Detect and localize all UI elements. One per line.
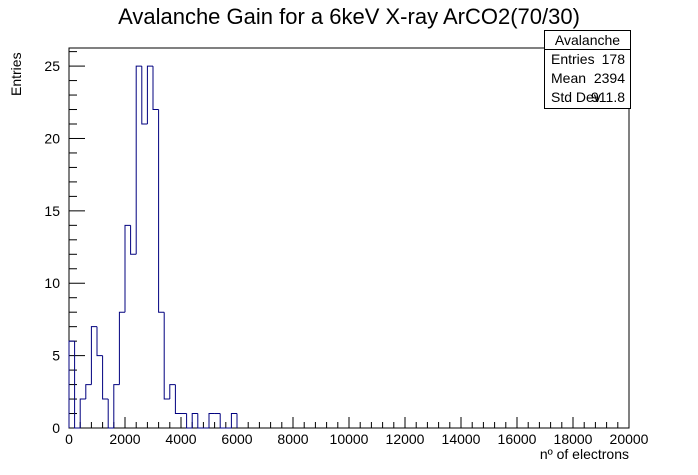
stats-row-mean: Mean 2394 <box>545 69 630 88</box>
x-tick-label: 18000 <box>554 431 593 447</box>
x-tick-label: 10000 <box>330 431 369 447</box>
histogram-bin <box>141 66 148 125</box>
histogram-bin <box>197 413 204 429</box>
histogram-bars <box>68 65 238 429</box>
histogram-bin <box>74 341 81 429</box>
histogram-bin <box>135 65 142 255</box>
stats-label: Mean <box>551 70 587 86</box>
x-tick-label: 16000 <box>498 431 537 447</box>
histogram-bin <box>96 326 103 357</box>
histogram-bin <box>230 413 237 428</box>
histogram-bin <box>191 413 198 428</box>
stats-row-std-dev: Std Dev 911.8 <box>545 88 630 107</box>
stats-label: Entries <box>551 51 595 67</box>
histogram-bin <box>152 66 159 111</box>
stats-row-entries: Entries 178 <box>545 50 630 69</box>
y-tick-label: 10 <box>44 275 60 291</box>
y-tick-label: 0 <box>52 420 60 436</box>
histogram-bin <box>107 399 114 429</box>
stats-box-title: Avalanche <box>545 31 630 50</box>
y-tick-label: 5 <box>52 348 60 364</box>
x-tick-label: 14000 <box>442 431 481 447</box>
x-tick-label: 2000 <box>109 431 140 447</box>
x-tick-label: 8000 <box>277 431 308 447</box>
histogram-bin <box>79 398 86 428</box>
histogram-bin <box>124 224 131 313</box>
x-tick-label: 12000 <box>386 431 425 447</box>
histogram-bin <box>68 340 75 428</box>
y-tick-label: 15 <box>44 203 60 219</box>
histogram-bin <box>102 355 109 400</box>
histogram-bin <box>169 384 176 400</box>
histogram-bin <box>163 312 170 400</box>
stats-label: Std Dev <box>551 89 601 105</box>
histogram-bin <box>113 384 120 428</box>
x-tick-label: 4000 <box>165 431 196 447</box>
histogram-bin <box>219 413 226 429</box>
histogram-bin <box>118 311 125 385</box>
stats-box: Avalanche Entries 178 Mean 2394 Std Dev … <box>544 30 631 109</box>
histogram-bin <box>186 413 193 429</box>
x-tick-label: 20000 <box>610 431 649 447</box>
y-tick-label: 25 <box>44 58 60 74</box>
axis-tick-labels: 0 2000 4000 6000 8000 10000 12000 14000 16000 180… <box>44 58 648 447</box>
histogram-bin <box>130 225 137 255</box>
x-tick-label: 0 <box>65 431 73 447</box>
histogram-bin <box>85 384 92 400</box>
histogram-bin <box>146 65 153 124</box>
histogram-bin <box>174 384 181 415</box>
x-tick-label: 6000 <box>221 431 252 447</box>
histogram-bin <box>158 109 165 313</box>
chart-title: Avalanche Gain for a 6keV X-ray ArCO2(70… <box>118 4 580 29</box>
histogram-bin <box>208 413 215 428</box>
stats-value: 2394 <box>593 70 625 86</box>
y-axis-label: Entries <box>8 52 24 96</box>
x-axis-label: nº of electrons <box>539 446 629 462</box>
y-tick-label: 20 <box>44 130 60 146</box>
histogram-bin <box>90 326 97 385</box>
stats-value: 911.8 <box>591 89 625 105</box>
stats-value: 178 <box>601 51 625 67</box>
